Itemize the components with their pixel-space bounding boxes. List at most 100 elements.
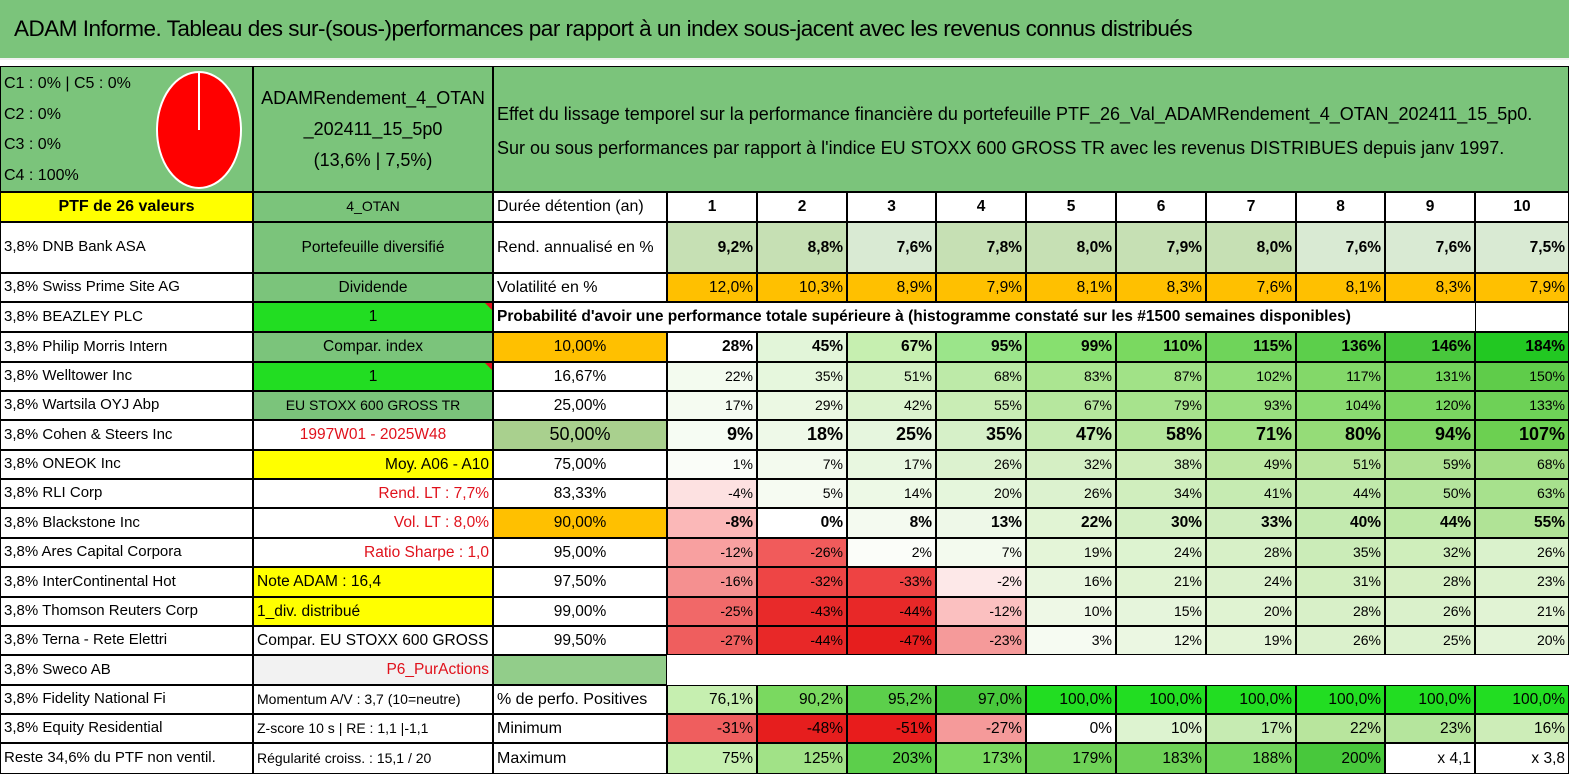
rend-value: 7,6% [1296,222,1385,273]
probability-threshold: 50,00% [493,420,667,450]
probability-value: 14% [847,479,936,508]
info-cell: Z-score 10 s | RE : 1,1 |-1,1 [253,714,493,743]
probability-value: 93% [1206,391,1296,420]
probability-value: 150% [1475,362,1569,391]
positives-value: 100,0% [1296,685,1385,714]
probability-value: -44% [847,597,936,626]
probability-value: 67% [1026,391,1116,420]
vol-value: 8,1% [1296,273,1385,302]
info-cell: Momentum A/V : 3,7 (10=neutre) [253,685,493,714]
info-cell: Portefeuille diversifié [253,222,493,273]
probability-value: 68% [1475,450,1569,479]
holding-row: 3,8% Swiss Prime Site AG [0,273,253,302]
vol-value: 12,0% [667,273,757,302]
probability-value: 94% [1385,420,1475,450]
year-header: 9 [1385,192,1475,222]
probability-value: 0% [757,508,847,538]
probability-value: 131% [1385,362,1475,391]
probability-value: 20% [1475,626,1569,655]
positives-value: 100,0% [1385,685,1475,714]
vol-value: 8,1% [1026,273,1116,302]
probability-threshold: 99,00% [493,597,667,626]
info-cell: 4_OTAN [253,192,493,222]
holding-row: 3,8% Philip Morris Intern [0,332,253,362]
probability-value: 41% [1206,479,1296,508]
probability-value: 184% [1475,332,1569,362]
maximum-value: x 4,1 [1385,743,1475,774]
probability-value: 58% [1116,420,1206,450]
minimum-value: -51% [847,714,936,743]
empty-cell [1475,302,1569,332]
minimum-value: 17% [1206,714,1296,743]
portfolio-header: PTF de 26 valeurs [0,192,253,222]
allocation-label-1: C1 : 0% | C5 : 0% [4,75,131,92]
probability-value: 26% [936,450,1026,479]
rend-value: 7,9% [1116,222,1206,273]
probability-value: 35% [757,362,847,391]
info-cell: Ratio Sharpe : 1,0 [253,538,493,567]
allocation-pie-chart [156,71,242,189]
probability-value: 55% [1475,508,1569,538]
probability-value: 17% [847,450,936,479]
holding-row: 3,8% Wartsila OYJ Abp [0,391,253,420]
comment-marker [485,363,492,370]
probability-value: 16% [1026,567,1116,597]
probability-value: -2% [936,567,1026,597]
probability-value: -44% [757,626,847,655]
positives-value: 76,1% [667,685,757,714]
maximum-value: 183% [1116,743,1206,774]
probability-value: -25% [667,597,757,626]
probability-value: 25% [1385,626,1475,655]
probability-value: 50% [1385,479,1475,508]
probability-value: 35% [1296,538,1385,567]
probability-value: 20% [936,479,1026,508]
probability-label: Probabilité d'avoir une performance tota… [493,302,1475,332]
rend-value: 7,6% [1385,222,1475,273]
probability-value: 104% [1296,391,1385,420]
info-cell: 1 [253,302,493,332]
probability-value: 55% [936,391,1026,420]
probability-threshold: 97,50% [493,567,667,597]
vol-value: 7,6% [1206,273,1296,302]
probability-value: 3% [1026,626,1116,655]
probability-value: 28% [1385,567,1475,597]
probability-value: 12% [1116,626,1206,655]
minimum-value: 23% [1385,714,1475,743]
probability-value: -12% [667,538,757,567]
probability-value: 22% [1026,508,1116,538]
probability-value: 31% [1296,567,1385,597]
probability-threshold: 83,33% [493,479,667,508]
probability-value: 110% [1116,332,1206,362]
vol-label: Volatilité en % [493,273,667,302]
rend-value: 7,6% [847,222,936,273]
rend-label: Rend. annualisé en % [493,222,667,273]
year-header: 6 [1116,192,1206,222]
probability-value: 87% [1116,362,1206,391]
probability-value: 120% [1385,391,1475,420]
info-cell: P6_PurActions [253,655,493,685]
info-cell: EU STOXX 600 GROSS TR [253,391,493,420]
positives-label: % de perfo. Positives [493,685,667,714]
probability-value: 21% [1475,597,1569,626]
fund-name-line-3: (13,6% | 7,5%) [313,150,433,170]
minimum-value: -27% [936,714,1026,743]
probability-value: 26% [1026,479,1116,508]
probability-value: 26% [1475,538,1569,567]
probability-value: -12% [936,597,1026,626]
minimum-value: 16% [1475,714,1569,743]
probability-value: 146% [1385,332,1475,362]
minimum-value: -31% [667,714,757,743]
probability-value: 26% [1385,597,1475,626]
probability-value: 10% [1026,597,1116,626]
probability-value: 28% [667,332,757,362]
holding-row: 3,8% Cohen & Steers Inc [0,420,253,450]
probability-value: 107% [1475,420,1569,450]
holding-row: 3,8% RLI Corp [0,479,253,508]
vol-value: 7,9% [1475,273,1569,302]
probability-value: 18% [757,420,847,450]
probability-value: 95% [936,332,1026,362]
probability-value: 133% [1475,391,1569,420]
probability-value: 21% [1116,567,1206,597]
vol-value: 7,9% [936,273,1026,302]
probability-threshold: 90,00% [493,508,667,538]
